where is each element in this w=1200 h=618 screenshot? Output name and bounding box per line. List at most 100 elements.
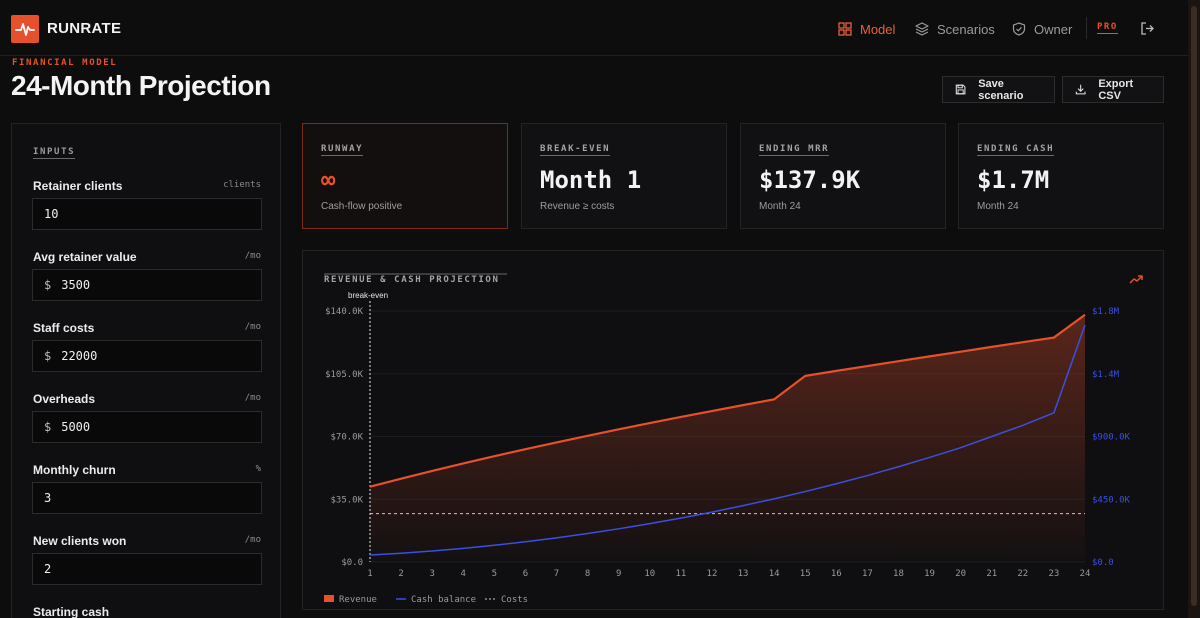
staff-costs-label: Staff costs bbox=[33, 321, 95, 335]
trending-up-icon[interactable] bbox=[1129, 273, 1143, 285]
nav-scenarios-label: Scenarios bbox=[937, 21, 995, 37]
runway-sub: Cash-flow positive bbox=[321, 201, 403, 212]
x-tick-label: 2 bbox=[398, 569, 403, 579]
runway-card: RUNWAY ∞ Cash-flow positive bbox=[302, 123, 508, 229]
monthly-churn-label: Monthly churn bbox=[33, 463, 116, 477]
inputs-heading: INPUTS bbox=[33, 147, 76, 159]
revenue-line bbox=[369, 313, 1086, 488]
y-left-tick-label: $105.0K bbox=[325, 370, 364, 380]
avg-retainer-value-label: Avg retainer value bbox=[33, 250, 137, 264]
currency-prefix: $ bbox=[44, 420, 52, 434]
revenue-area bbox=[370, 314, 1085, 562]
chart-title: REVENUE & CASH PROJECTION bbox=[324, 275, 499, 285]
y-left-tick-label: $0.0 bbox=[341, 558, 363, 568]
export-csv-button[interactable]: Export CSV bbox=[1062, 76, 1164, 103]
top-bar: RUNRATE Model Scenarios Owner bbox=[0, 0, 1188, 56]
avg-retainer-value-value: 3500 bbox=[61, 278, 91, 292]
x-tick-label: 4 bbox=[461, 569, 466, 579]
x-tick-label: 8 bbox=[585, 569, 590, 579]
y-left-tick-label: $35.0K bbox=[330, 495, 363, 505]
x-tick-label: 15 bbox=[800, 569, 811, 579]
break-even-card: BREAK-EVEN Month 1 Revenue ≥ costs bbox=[521, 123, 727, 229]
x-tick-label: 1 bbox=[367, 569, 372, 579]
nav-model[interactable]: Model bbox=[838, 20, 895, 38]
ending-mrr-sub: Month 24 bbox=[759, 201, 801, 212]
break-even-annotation: break-even bbox=[348, 291, 388, 300]
ending-mrr-value: $137.9K bbox=[759, 166, 861, 194]
legend-revenue-swatch bbox=[324, 595, 334, 602]
cash-balance-line bbox=[369, 324, 1086, 556]
y-right-tick-label: $1.8M bbox=[1092, 307, 1120, 317]
projection-chart-card: REVENUE & CASH PROJECTION $0.0 $0.0 $35.0K $… bbox=[302, 250, 1164, 610]
pulse-icon bbox=[15, 23, 35, 36]
page-eyebrow: FINANCIAL MODEL bbox=[12, 58, 118, 68]
download-icon bbox=[1075, 84, 1086, 95]
staff-costs-unit: /mo bbox=[244, 322, 261, 332]
y-right-tick-label: $0.0 bbox=[1092, 558, 1114, 568]
x-tick-label: 6 bbox=[523, 569, 528, 579]
ending-cash-sub: Month 24 bbox=[977, 201, 1019, 212]
monthly-churn-unit: % bbox=[255, 464, 261, 474]
x-tick-label: 16 bbox=[831, 569, 842, 579]
logo[interactable] bbox=[11, 15, 39, 43]
new-clients-won-value: 2 bbox=[44, 562, 52, 576]
legend-costs-label: Costs bbox=[501, 595, 528, 605]
starting-cash-label: Starting cash bbox=[33, 605, 110, 618]
overheads-input[interactable]: $ 5000 bbox=[32, 411, 262, 443]
staff-costs-input[interactable]: $ 22000 bbox=[32, 340, 262, 372]
new-clients-won-unit: /mo bbox=[244, 535, 261, 545]
page-title: 24-Month Projection bbox=[11, 70, 271, 101]
x-tick-label: 3 bbox=[429, 569, 434, 579]
currency-prefix: $ bbox=[44, 278, 52, 292]
shield-icon bbox=[1012, 22, 1026, 36]
x-tick-label: 19 bbox=[924, 569, 935, 579]
save-scenario-button[interactable]: Save scenario bbox=[942, 76, 1055, 103]
x-tick-label: 9 bbox=[616, 569, 621, 579]
retainer-clients-label: Retainer clients bbox=[33, 179, 123, 193]
new-clients-won-label: New clients won bbox=[33, 534, 127, 548]
runway-value: ∞ bbox=[321, 166, 336, 194]
nav-owner[interactable]: Owner bbox=[1012, 20, 1072, 38]
ending-mrr-label: ENDING MRR bbox=[759, 144, 830, 156]
x-tick-label: 11 bbox=[675, 569, 686, 579]
legend-cash-label: Cash balance bbox=[411, 595, 476, 605]
ending-cash-label: ENDING CASH bbox=[977, 144, 1055, 156]
x-tick-label: 5 bbox=[492, 569, 497, 579]
save-scenario-label: Save scenario bbox=[978, 77, 1024, 102]
export-csv-label: Export CSV bbox=[1098, 77, 1134, 102]
new-clients-won-input[interactable]: 2 bbox=[32, 553, 262, 585]
avg-retainer-value-unit: /mo bbox=[244, 251, 261, 261]
scrollbar-thumb[interactable] bbox=[1191, 6, 1197, 606]
x-tick-label: 24 bbox=[1080, 569, 1091, 579]
logout-button[interactable] bbox=[1140, 21, 1155, 41]
legend-revenue-label: Revenue bbox=[339, 595, 377, 605]
avg-retainer-value-input[interactable]: $ 3500 bbox=[32, 269, 262, 301]
y-left-tick-label: $140.0K bbox=[325, 307, 364, 317]
x-tick-label: 23 bbox=[1048, 569, 1059, 579]
nav-scenarios[interactable]: Scenarios bbox=[915, 20, 995, 38]
logout-icon bbox=[1141, 22, 1154, 35]
save-icon bbox=[955, 84, 966, 95]
y-right-tick-label: $900.0K bbox=[1092, 433, 1131, 443]
ending-mrr-card: ENDING MRR $137.9K Month 24 bbox=[740, 123, 946, 229]
break-even-label: BREAK-EVEN bbox=[540, 144, 611, 156]
retainer-clients-input[interactable]: 10 bbox=[32, 198, 262, 230]
retainer-clients-unit: clients bbox=[223, 180, 261, 190]
x-tick-label: 14 bbox=[769, 569, 780, 579]
layers-icon bbox=[915, 22, 929, 36]
ending-cash-card: ENDING CASH $1.7M Month 24 bbox=[958, 123, 1164, 229]
nav-divider bbox=[1086, 17, 1087, 39]
grid-icon bbox=[838, 22, 852, 36]
monthly-churn-value: 3 bbox=[44, 491, 52, 505]
y-right-tick-label: $450.0K bbox=[1092, 495, 1131, 505]
x-tick-label: 7 bbox=[554, 569, 559, 579]
pro-badge: PRO bbox=[1097, 22, 1118, 34]
x-tick-label: 22 bbox=[1017, 569, 1028, 579]
nav-model-label: Model bbox=[860, 21, 896, 37]
inputs-panel: INPUTS Retainer clients clients 10 Avg r… bbox=[11, 123, 281, 618]
y-left-tick-label: $70.0K bbox=[330, 433, 363, 443]
projection-chart: REVENUE & CASH PROJECTION $0.0 $0.0 $35.0K $… bbox=[324, 273, 1131, 605]
overheads-unit: /mo bbox=[244, 393, 261, 403]
monthly-churn-input[interactable]: 3 bbox=[32, 482, 262, 514]
